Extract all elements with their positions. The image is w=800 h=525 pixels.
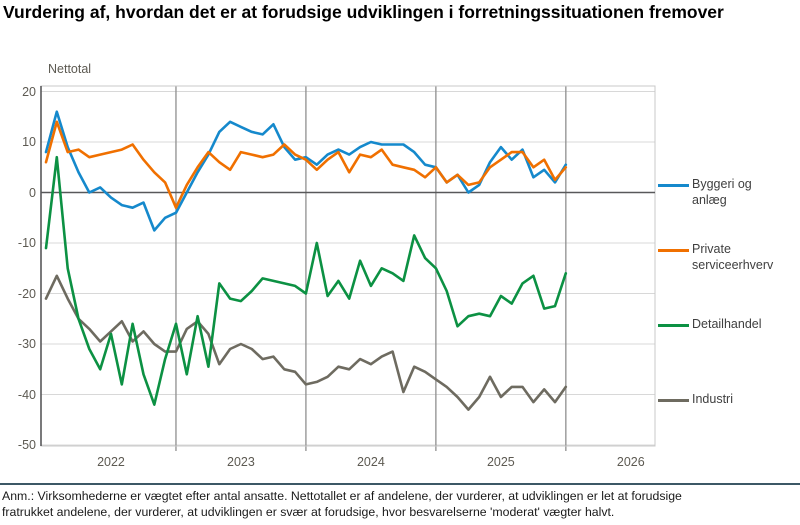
- legend-label: Private serviceerhverv: [692, 242, 774, 272]
- y-tick-label-10: 10: [22, 135, 36, 149]
- footnote-line-2: fratrukket andelene, der vurderer, at ud…: [2, 505, 615, 519]
- legend-item-detailhandel: Detailhandel: [658, 317, 784, 333]
- series-line-detailhandel: [44, 155, 568, 406]
- legend-swatch-icon: [658, 249, 689, 252]
- legend-label: Industri: [692, 392, 733, 406]
- y-tick-label--40: -40: [17, 387, 36, 402]
- series-line-private-serviceerhverv: [44, 120, 568, 209]
- page-title: Vurdering af, hvordan det er at forudsig…: [3, 2, 724, 22]
- series-line-industri: [44, 274, 568, 411]
- x-tick-label-2026: 2026: [616, 455, 645, 469]
- footer-divider: [0, 483, 800, 485]
- x-tick-label-2022: 2022: [97, 455, 125, 469]
- series-line-byggeri-og-anl-g: [44, 110, 568, 232]
- legend-item-private-serviceerhverv: Private serviceerhverv: [658, 242, 784, 273]
- legend-swatch-icon: [658, 324, 689, 327]
- legend-item-industri: Industri: [658, 392, 784, 408]
- x-tick-label-2023: 2023: [227, 455, 255, 469]
- y-tick-label-20: 20: [22, 84, 36, 99]
- y-axis-title: Nettotal: [48, 62, 92, 76]
- y-tick-label--30: -30: [17, 337, 36, 351]
- legend-swatch-icon: [658, 184, 689, 187]
- legend-item-byggeri-og-anl-g: Byggeri og anlæg: [658, 177, 784, 208]
- y-tick-label--50: -50: [17, 438, 36, 452]
- y-tick-label--20: -20: [17, 286, 36, 301]
- footnote-line-1: Anm.: Virksomhederne er vægtet efter ant…: [2, 489, 682, 503]
- y-tick-label--10: -10: [17, 236, 36, 250]
- legend-label: Byggeri og anlæg: [692, 177, 752, 207]
- legend-label: Detailhandel: [692, 317, 762, 331]
- x-tick-label-2025: 2025: [486, 455, 515, 469]
- x-tick-label-2024: 2024: [356, 455, 385, 469]
- y-tick-label-0: 0: [29, 185, 36, 200]
- legend-swatch-icon: [658, 399, 689, 402]
